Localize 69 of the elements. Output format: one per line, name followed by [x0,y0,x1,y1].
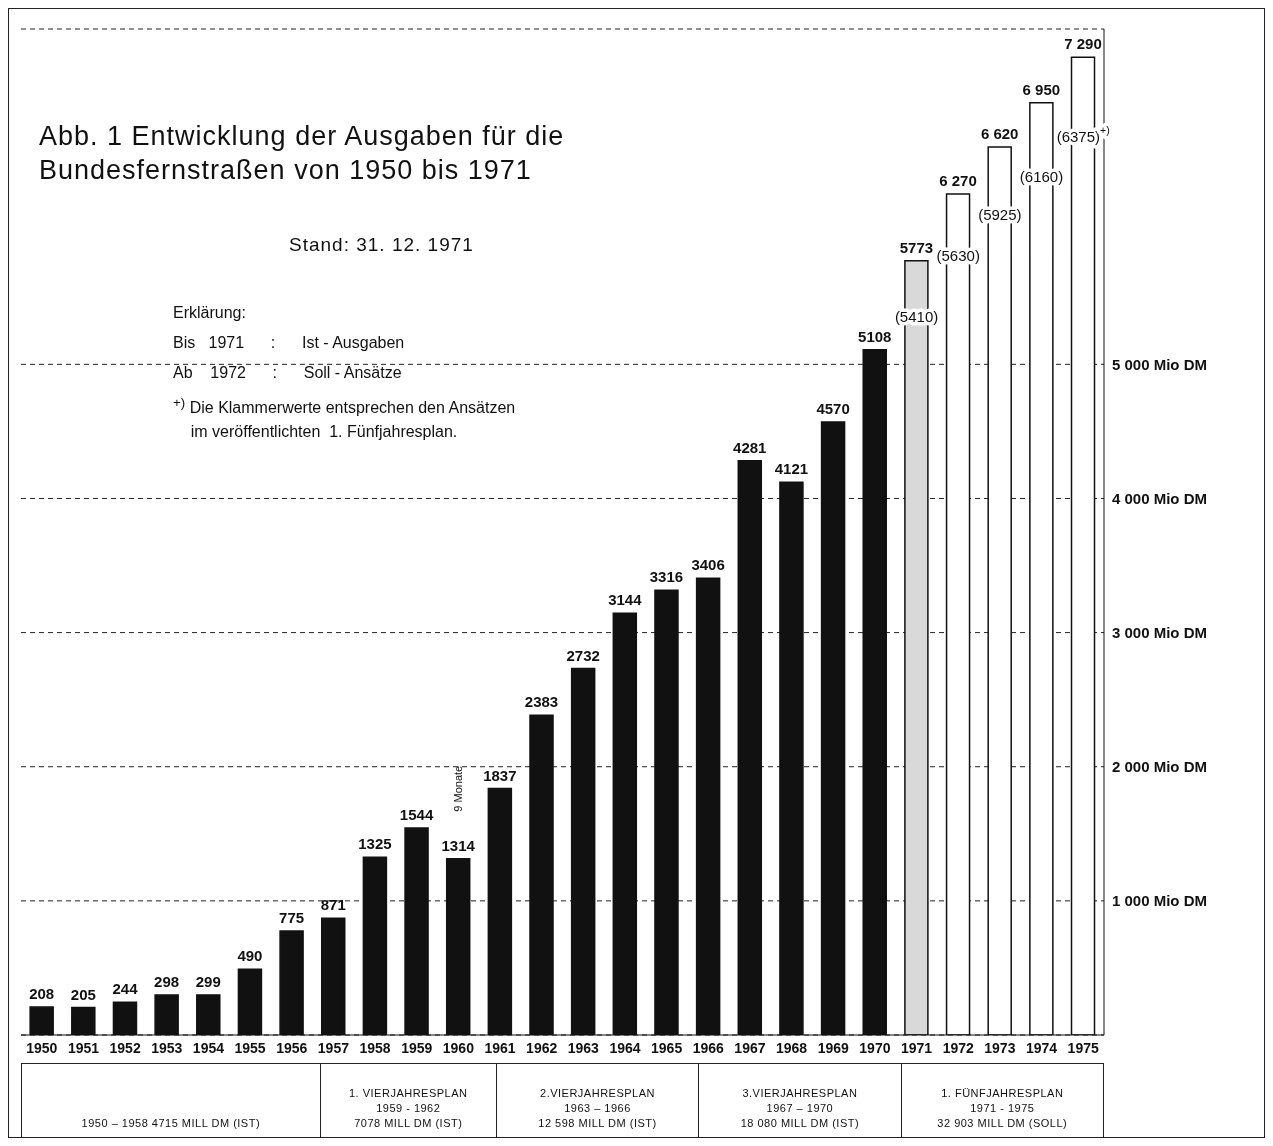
x-tick-label: 1964 [609,1039,641,1056]
data-label: 2732 [566,646,600,664]
x-tick-label: 1973 [984,1039,1016,1056]
annotation: 9 Monate [452,765,465,812]
x-tick-label: 1958 [359,1039,391,1056]
data-label: 4121 [774,460,809,478]
x-tick-label: 1965 [651,1039,683,1056]
x-tick-label: 1969 [817,1039,850,1056]
x-tick-label: 1968 [776,1039,808,1056]
data-label: 7 290 [1064,35,1102,53]
y-tick-label: 5 000 Mio DM [1112,355,1208,373]
data-label: 3316 [649,568,684,586]
text: 1950 – 1958 4715 MILL DM (IST) [81,1116,261,1131]
data-label: 3406 [691,556,725,574]
text: Stand: 31. 12. 1971 [289,234,474,256]
annotation: Erklärung: [172,303,247,323]
text: 3.VIERJAHRESPLAN 1967 – 1970 18 080 MILL DM (IST) [740,1086,860,1131]
x-tick-label: 1956 [276,1039,308,1056]
data-label: 4570 [816,400,850,418]
annotation: $^{+)}$ Die Klammerwerte entsprechen den Ansätzen im veröffentlichten 1. Fünfjahresplan. [172,394,516,443]
data-label: 1314 [441,836,476,854]
data-label: 1325 [358,835,392,853]
text: Abb. 1 Entwicklung der Ausgaben für die Bundesfernstraßen von 1950 bis 1971 [39,120,565,187]
text: 1. FÜNFJAHRESPLAN 1971 - 1975 32 903 MILL DM (SOLL) [937,1086,1068,1131]
data-label: 1544 [399,805,434,823]
text: 1. VIERJAHRESPLAN 1959 - 1962 7078 MILL DM (IST) [348,1086,468,1131]
data-label: 244 [112,980,139,998]
x-tick-label: 1961 [484,1039,516,1056]
x-tick-label: 1971 [900,1039,933,1056]
data-label: 298 [154,973,180,991]
x-tick-label: 1959 [401,1039,433,1056]
x-tick-label: 1951 [67,1039,100,1056]
text: 2.VIERJAHRESPLAN 1963 – 1966 12 598 MILL DM (IST) [538,1086,657,1131]
y-tick-label: 4 000 Mio DM [1112,489,1208,507]
x-tick-label: 1975 [1067,1039,1099,1056]
x-tick-label: 1953 [151,1039,183,1056]
x-tick-label: 1967 [734,1039,766,1056]
x-tick-label: 1955 [234,1039,266,1056]
x-tick-label: 1954 [192,1039,225,1056]
x-tick-label: 1963 [567,1039,600,1056]
annotation: Bis 1971 : Ist - Ausgaben [172,333,406,353]
data-label: 205 [70,985,96,1003]
data-label: 299 [195,972,221,990]
data-label: 4281 [733,438,767,456]
x-tick-label: 1950 [26,1039,58,1056]
data-label: 775 [279,909,305,927]
data-label: 490 [237,947,263,965]
x-tick-label: 1972 [942,1039,974,1056]
x-tick-label: 1970 [859,1039,891,1056]
y-tick-label: 1 000 Mio DM [1112,892,1208,910]
data-label: 6 620 [980,125,1019,143]
data-label: 871 [320,896,346,914]
data-label: 6 270 [939,171,977,189]
data-label: 208 [29,985,55,1003]
x-tick-label: 1960 [442,1039,475,1056]
x-tick-label: 1957 [317,1039,350,1056]
data-label: 6 950 [1022,80,1061,98]
data-label: 5773 [899,238,934,256]
x-tick-label: 1952 [109,1039,141,1056]
x-tick-label: 1966 [692,1039,725,1056]
y-tick-label: 3 000 Mio DM [1112,623,1208,641]
data-label: 3144 [608,591,643,609]
y-tick-label: 2 000 Mio DM [1112,758,1208,776]
x-tick-label: 1962 [526,1039,558,1056]
data-label: 1837 [483,766,517,784]
x-tick-label: 1974 [1025,1039,1058,1056]
data-label: 2383 [524,693,559,711]
annotation: Ab 1972 : Soll - Ansätze [172,363,403,383]
data-label: 5108 [858,327,892,345]
